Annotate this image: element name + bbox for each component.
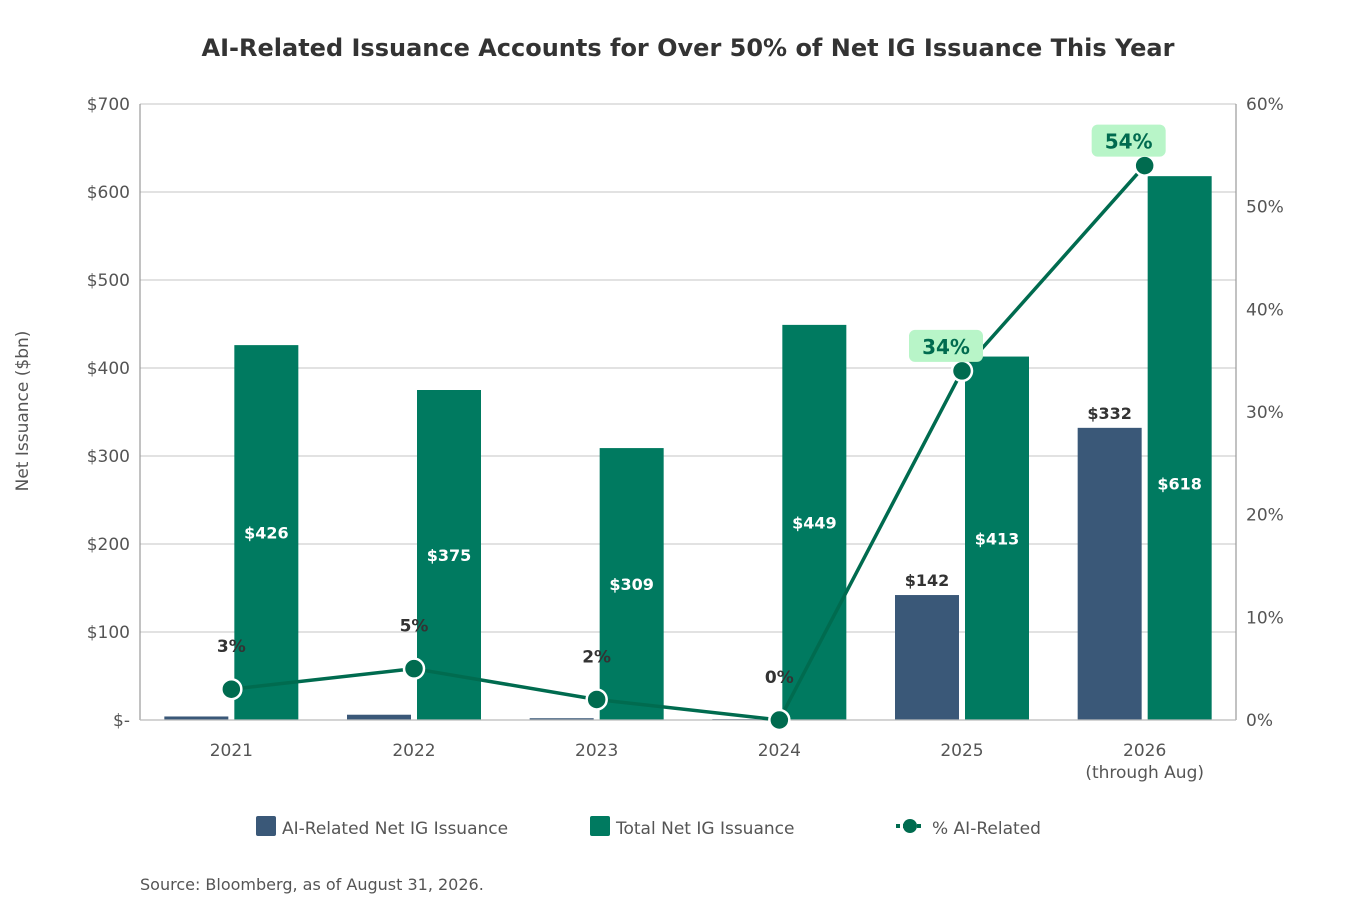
pct-label: 0% xyxy=(765,668,794,688)
legend-swatch xyxy=(590,816,610,836)
bar-total xyxy=(599,448,664,720)
y-tick-label: $700 xyxy=(87,95,130,115)
pct-point xyxy=(402,657,426,680)
y-tick-label: $400 xyxy=(87,359,130,379)
legend: AI-Related Net IG Issuance Total Net IG I… xyxy=(256,816,1041,839)
bar-label-ai-related: $142 xyxy=(905,571,950,590)
x-tick-label: 2022 xyxy=(392,741,435,761)
bar-total xyxy=(234,345,299,720)
legend-label: AI-Related Net IG Issuance xyxy=(282,819,508,839)
x-tick-sublabel: (through Aug) xyxy=(1085,763,1204,783)
pct-point xyxy=(1133,154,1156,177)
pct-callout-box xyxy=(1091,124,1166,157)
y2-tick-label: 40% xyxy=(1246,300,1284,320)
bar-label-total: $413 xyxy=(975,529,1020,548)
x-tick-label: 2026 xyxy=(1123,741,1166,761)
y-axis-label: Net Issuance ($bn) xyxy=(13,331,33,492)
y2-tick-label: 50% xyxy=(1246,198,1284,218)
bar-ai-related xyxy=(1077,427,1142,720)
x-tick-label: 2021 xyxy=(210,741,253,761)
pct-point xyxy=(768,708,791,732)
y-tick-label: $- xyxy=(113,711,130,731)
source-note: Source: Bloomberg, as of August 31, 2026… xyxy=(140,875,484,894)
pct-label: 2% xyxy=(582,647,611,667)
y-tick-label: $200 xyxy=(87,535,130,555)
x-tick-label: 2025 xyxy=(940,741,983,761)
pct-point xyxy=(950,359,974,383)
chart-title: AI-Related Issuance Accounts for Over 50… xyxy=(202,34,1175,62)
pct-ai-line: 3% 5% 2% 0% 34% 54% xyxy=(217,124,1166,732)
pct-label: 5% xyxy=(400,617,429,637)
bar-total xyxy=(1147,176,1212,720)
y-tick-label: $600 xyxy=(87,183,130,203)
bar-label-total: $449 xyxy=(792,513,837,532)
bar-ai-related xyxy=(529,718,594,720)
bar-ai-related xyxy=(895,595,959,720)
y-axis-right: 0% 10% 20% 30% 40% 50% 60% xyxy=(1235,95,1284,731)
bar-total xyxy=(417,390,481,720)
bar-label-total: $426 xyxy=(244,524,289,543)
pct-line-path xyxy=(231,164,1146,722)
pct-point xyxy=(585,688,608,711)
y2-tick-label: 20% xyxy=(1246,506,1284,526)
y2-tick-label: 60% xyxy=(1246,95,1284,115)
bar-label-total: $375 xyxy=(427,546,472,565)
pct-callout-box xyxy=(909,329,983,362)
y2-tick-label: 30% xyxy=(1246,403,1284,423)
legend-label: Total Net IG Issuance xyxy=(615,819,794,839)
legend-swatch xyxy=(256,816,276,836)
pct-point xyxy=(220,677,243,701)
bars: $426 $375 $309 $449 $142 $413 $332 $618 xyxy=(164,176,1212,720)
y-tick-label: $100 xyxy=(87,623,130,643)
y-axis-left: $- $100 $200 $300 $400 $500 $600 $700 xyxy=(87,95,141,731)
y-tick-label: $500 xyxy=(87,271,130,291)
x-axis: 2021 2022 2023 2024 2025 2026(through Aug) xyxy=(140,719,1236,783)
x-tick-label: 2024 xyxy=(758,741,801,761)
bar-ai-related xyxy=(164,716,229,720)
x-tick-label: 2023 xyxy=(575,741,618,761)
y2-tick-label: 0% xyxy=(1246,711,1273,731)
pct-callout-label: 54% xyxy=(1105,130,1153,154)
bar-label-total: $618 xyxy=(1157,474,1202,493)
gridlines xyxy=(140,103,1236,633)
bar-ai-related xyxy=(347,714,411,720)
bar-label-total: $309 xyxy=(609,575,654,594)
y2-tick-label: 10% xyxy=(1246,608,1284,628)
legend-marker xyxy=(903,819,917,833)
y-tick-label: $300 xyxy=(87,447,130,467)
legend-label: % AI-Related xyxy=(932,819,1041,839)
pct-callout-label: 34% xyxy=(922,335,970,359)
bar-label-ai-related: $332 xyxy=(1087,404,1132,423)
pct-label: 3% xyxy=(217,637,246,657)
bar-total xyxy=(965,356,1029,720)
